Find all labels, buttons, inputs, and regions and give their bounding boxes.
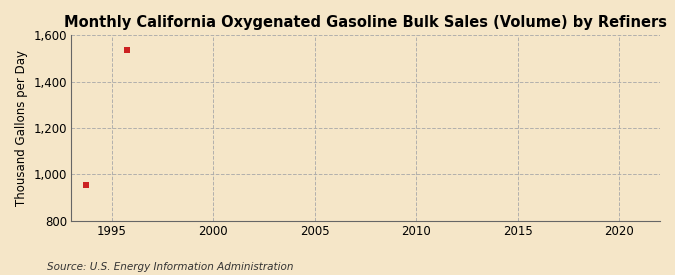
Y-axis label: Thousand Gallons per Day: Thousand Gallons per Day	[15, 50, 28, 206]
Title: Monthly California Oxygenated Gasoline Bulk Sales (Volume) by Refiners: Monthly California Oxygenated Gasoline B…	[64, 15, 667, 30]
Text: Source: U.S. Energy Information Administration: Source: U.S. Energy Information Administ…	[47, 262, 294, 272]
